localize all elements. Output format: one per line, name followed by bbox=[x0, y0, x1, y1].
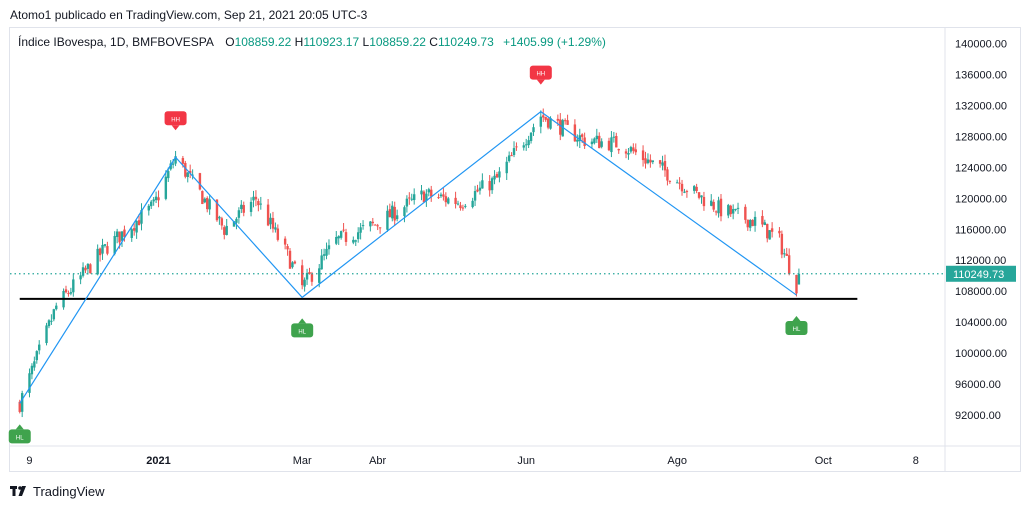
legend-high-value: 110923.17 bbox=[303, 35, 360, 49]
legend-high-label: H bbox=[294, 35, 304, 49]
legend-change: +1405.99 (+1.29%) bbox=[503, 35, 606, 49]
legend-symbol: Índice IBovespa, 1D, BMFBOVESPA bbox=[18, 35, 214, 49]
legend-open-value: 108859.22 bbox=[234, 35, 292, 49]
chart-legend: Índice IBovespa, 1D, BMFBOVESPA O108859.… bbox=[18, 35, 606, 49]
legend-low-label: L bbox=[362, 35, 370, 49]
legend-close-label: C bbox=[429, 35, 438, 49]
footer-brand: TradingView bbox=[33, 484, 105, 499]
tradingview-logo-icon bbox=[10, 485, 26, 496]
legend-open-label: O bbox=[225, 35, 235, 49]
legend-close-value: 110249.73 bbox=[437, 35, 494, 49]
legend-low-value: 108859.22 bbox=[369, 35, 426, 49]
chart-frame[interactable] bbox=[9, 27, 1021, 472]
footer: TradingView bbox=[10, 484, 105, 499]
chart-attribution: Atomo1 publicado en TradingView.com, Sep… bbox=[10, 8, 368, 22]
